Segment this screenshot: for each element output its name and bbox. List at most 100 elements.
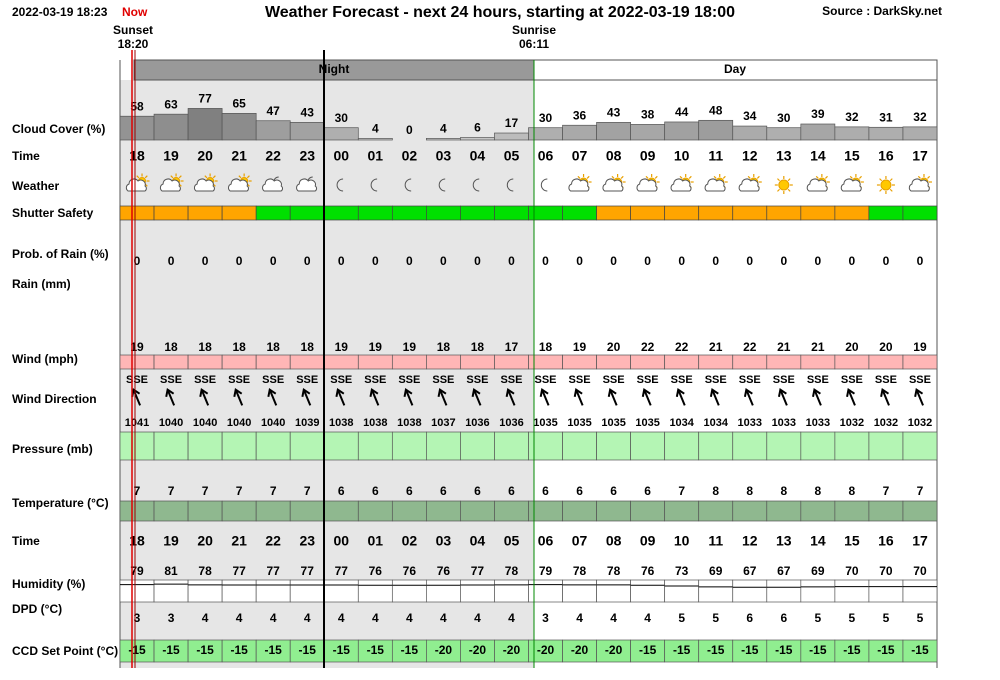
pressure-cell — [119, 431, 155, 461]
humidity-cell — [153, 579, 189, 603]
arrow-head — [675, 388, 685, 397]
wind-dir: SSE — [296, 374, 318, 386]
cloud — [840, 178, 862, 192]
pressure-value: 1035 — [567, 417, 591, 429]
wind-arrow — [812, 388, 822, 406]
cloud-value: 43 — [301, 106, 315, 120]
pressure-value: 1041 — [125, 417, 149, 429]
hour: 14 — [810, 533, 826, 549]
pressure-value: 1034 — [703, 417, 728, 429]
rain-prob: 0 — [236, 254, 243, 268]
pressure-cell — [630, 431, 666, 461]
ccd-value: -15 — [265, 643, 283, 657]
hour: 16 — [878, 533, 894, 549]
temperature-value: 6 — [338, 484, 345, 498]
wind-value: 21 — [811, 340, 825, 354]
wind-value: 21 — [709, 340, 723, 354]
temperature-value: 6 — [542, 484, 549, 498]
weather-icon — [670, 174, 694, 192]
row-label: Rain (mm) — [12, 277, 71, 291]
temperature-value: 7 — [678, 484, 685, 498]
sun-ray — [136, 175, 140, 179]
cloud-bar — [732, 125, 768, 141]
ccd-value: -20 — [537, 643, 555, 657]
arrow-shaft — [915, 390, 924, 406]
arrow-head — [539, 388, 549, 397]
pressure-cell — [153, 431, 189, 461]
temperature-value: 8 — [780, 484, 787, 498]
temperature-value: 6 — [610, 484, 617, 498]
arrow-shaft — [575, 390, 584, 406]
cloud — [908, 178, 930, 192]
rain-prob: 0 — [746, 254, 753, 268]
shutter-cell — [153, 205, 189, 221]
wind-value: 22 — [675, 340, 689, 354]
sun-ray — [586, 175, 590, 179]
cloud — [636, 178, 658, 192]
wind-cell — [698, 354, 734, 370]
arrow-shaft — [507, 390, 516, 406]
temperature-value: 7 — [202, 484, 209, 498]
wind-value: 18 — [232, 340, 246, 354]
dpd-value: 4 — [338, 611, 345, 625]
temperature-cell — [119, 500, 155, 522]
wind-dir: SSE — [637, 374, 659, 386]
hour: 04 — [470, 148, 486, 164]
dpd-value: 4 — [304, 611, 311, 625]
shutter-cell — [630, 205, 666, 221]
pressure-cell — [494, 431, 529, 461]
pressure-cell — [187, 431, 223, 461]
sunrise-time: 06:11 — [519, 37, 549, 51]
shutter-cell — [119, 205, 155, 221]
temperature-cell — [187, 500, 223, 522]
hour: 22 — [265, 148, 281, 164]
hour: 01 — [368, 533, 384, 549]
arrow-head — [777, 388, 787, 397]
pressure-cell — [460, 431, 495, 461]
cloud-value: 34 — [743, 109, 757, 123]
pressure-value: 1033 — [772, 417, 796, 429]
arrow-shaft — [609, 390, 618, 406]
cloud — [670, 178, 692, 192]
wind-arrow — [777, 388, 788, 406]
sun-ray — [688, 175, 692, 179]
wind-value: 20 — [879, 340, 893, 354]
sun-ray — [849, 175, 853, 179]
pressure-value: 1033 — [806, 417, 830, 429]
dpd-value: 4 — [270, 611, 277, 625]
pressure-value: 1039 — [295, 417, 319, 429]
rain-prob: 0 — [406, 254, 413, 268]
temperature-value: 6 — [406, 484, 413, 498]
humidity-value: 77 — [335, 564, 349, 578]
arrow-shaft — [881, 390, 890, 406]
ccd-cell — [902, 639, 938, 663]
humidity-cell — [494, 579, 529, 603]
cloud-value: 47 — [267, 104, 281, 118]
humidity-cell — [732, 579, 768, 603]
rain-prob: 0 — [610, 254, 617, 268]
rain-prob: 0 — [338, 254, 345, 268]
temperature-value: 8 — [815, 484, 822, 498]
weather-icon — [908, 174, 932, 192]
dpd-value: 5 — [815, 611, 822, 625]
wind-value: 18 — [301, 340, 315, 354]
ccd-value: -15 — [230, 643, 248, 657]
pressure-value: 1033 — [738, 417, 762, 429]
sun-ray — [144, 175, 148, 179]
shutter-cell — [596, 205, 631, 221]
cloud-value: 38 — [641, 108, 655, 122]
humidity-cell — [119, 579, 155, 603]
dpd-value: 4 — [576, 611, 583, 625]
temperature-cell — [494, 500, 529, 522]
dpd-value: 3 — [542, 611, 549, 625]
wind-dir: SSE — [841, 374, 863, 386]
ccd-value: -20 — [571, 643, 589, 657]
cloud-bar — [596, 122, 631, 141]
humidity-value: 78 — [573, 564, 587, 578]
ccd-value: -20 — [469, 643, 487, 657]
weather-icon — [602, 174, 626, 192]
sun-ray — [722, 175, 726, 179]
pressure-value: 1035 — [533, 417, 557, 429]
cloud-bar — [221, 112, 257, 141]
arrow-head — [573, 388, 583, 397]
